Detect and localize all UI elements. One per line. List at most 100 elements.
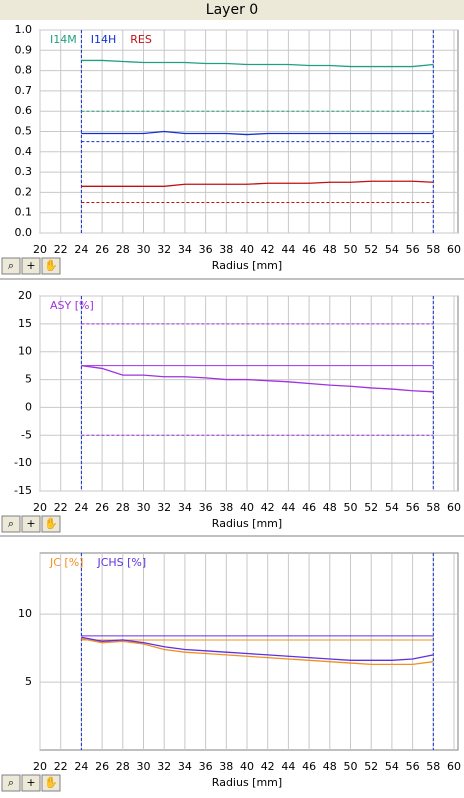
y-tick-label: 0.1 bbox=[15, 206, 33, 219]
x-tick-label: 34 bbox=[178, 760, 192, 773]
x-tick-label: 60 bbox=[447, 501, 461, 514]
x-tick-label: 46 bbox=[302, 243, 316, 256]
x-tick-label: 56 bbox=[406, 501, 420, 514]
y-tick-label: 5 bbox=[25, 675, 32, 688]
x-tick-label: 32 bbox=[157, 760, 171, 773]
x-axis-label: Radius [mm] bbox=[212, 776, 282, 789]
x-tick-label: 40 bbox=[240, 243, 254, 256]
series-line bbox=[81, 59, 434, 68]
x-tick-label: 26 bbox=[95, 243, 109, 256]
y-tick-label: 15 bbox=[18, 317, 32, 330]
x-tick-label: 34 bbox=[178, 501, 192, 514]
y-tick-label: -5 bbox=[21, 428, 32, 441]
crosshair-button[interactable] bbox=[21, 257, 41, 275]
x-tick-label: 44 bbox=[281, 760, 295, 773]
x-tick-label: 22 bbox=[54, 243, 68, 256]
series-line bbox=[81, 637, 434, 666]
y-tick-label: 10 bbox=[18, 345, 32, 358]
legend-entry: I14H bbox=[91, 33, 117, 46]
x-tick-label: 50 bbox=[344, 501, 358, 514]
x-tick-label: 42 bbox=[261, 760, 275, 773]
x-tick-label: 50 bbox=[344, 760, 358, 773]
pan-icon: ✋ bbox=[44, 517, 58, 530]
x-tick-label: 30 bbox=[137, 243, 151, 256]
zoom-icon: ⌕ bbox=[8, 776, 14, 789]
x-tick-label: 58 bbox=[426, 501, 440, 514]
x-tick-label: 58 bbox=[426, 243, 440, 256]
window-title: Layer 0 bbox=[206, 2, 258, 18]
zoom-button[interactable] bbox=[1, 515, 21, 533]
x-tick-label: 42 bbox=[261, 501, 275, 514]
x-tick-label: 28 bbox=[116, 501, 130, 514]
x-tick-label: 32 bbox=[157, 501, 171, 514]
x-tick-label: 44 bbox=[281, 501, 295, 514]
x-tick-label: 48 bbox=[323, 760, 337, 773]
x-tick-label: 24 bbox=[74, 243, 88, 256]
pan-button[interactable] bbox=[41, 515, 61, 533]
y-tick-label: 0.8 bbox=[15, 64, 33, 77]
pan-icon: ✋ bbox=[44, 776, 58, 789]
x-tick-label: 20 bbox=[33, 760, 47, 773]
y-tick-label: 0.5 bbox=[15, 125, 33, 138]
crosshair-button[interactable] bbox=[21, 515, 41, 533]
y-tick-label: 0.2 bbox=[15, 185, 33, 198]
crosshair-icon: + bbox=[26, 259, 35, 272]
x-tick-label: 36 bbox=[199, 501, 213, 514]
x-tick-label: 60 bbox=[447, 243, 461, 256]
y-tick-label: 0.9 bbox=[15, 43, 33, 56]
x-tick-label: 20 bbox=[33, 501, 47, 514]
y-tick-label: 1.0 bbox=[15, 23, 33, 36]
y-tick-label: 0.0 bbox=[15, 226, 33, 239]
crosshair-icon: + bbox=[26, 517, 35, 530]
x-tick-label: 26 bbox=[95, 501, 109, 514]
y-tick-label: 20 bbox=[18, 289, 32, 302]
x-tick-label: 38 bbox=[219, 501, 233, 514]
x-tick-label: 52 bbox=[364, 501, 378, 514]
x-tick-label: 32 bbox=[157, 243, 171, 256]
pan-button[interactable] bbox=[41, 774, 61, 792]
x-tick-label: 26 bbox=[95, 760, 109, 773]
y-tick-label: 0.4 bbox=[15, 145, 33, 158]
x-tick-label: 56 bbox=[406, 760, 420, 773]
y-tick-label: 0.7 bbox=[15, 84, 33, 97]
x-tick-label: 46 bbox=[302, 501, 316, 514]
zoom-button[interactable] bbox=[1, 774, 21, 792]
legend-entry: RES bbox=[130, 33, 152, 46]
x-tick-label: 48 bbox=[323, 243, 337, 256]
x-tick-label: 54 bbox=[385, 243, 399, 256]
legend-entry: ASY [%] bbox=[50, 299, 94, 312]
x-tick-label: 24 bbox=[74, 501, 88, 514]
x-tick-label: 36 bbox=[199, 760, 213, 773]
series-line bbox=[81, 180, 434, 187]
x-tick-label: 40 bbox=[240, 760, 254, 773]
x-tick-label: 56 bbox=[406, 243, 420, 256]
y-tick-label: 0 bbox=[25, 400, 32, 413]
x-tick-label: 54 bbox=[385, 501, 399, 514]
x-tick-label: 28 bbox=[116, 760, 130, 773]
x-tick-label: 50 bbox=[344, 243, 358, 256]
y-tick-label: -15 bbox=[14, 484, 32, 497]
x-tick-label: 42 bbox=[261, 243, 275, 256]
x-tick-label: 20 bbox=[33, 243, 47, 256]
y-tick-label: 5 bbox=[25, 373, 32, 386]
x-tick-label: 52 bbox=[364, 760, 378, 773]
crosshair-icon: + bbox=[26, 776, 35, 789]
x-tick-label: 60 bbox=[447, 760, 461, 773]
series-line bbox=[81, 636, 434, 661]
x-tick-label: 54 bbox=[385, 760, 399, 773]
legend-entry: JCHS [%] bbox=[96, 556, 146, 569]
crosshair-button[interactable] bbox=[21, 774, 41, 792]
series-line bbox=[81, 364, 434, 393]
x-tick-label: 38 bbox=[219, 760, 233, 773]
x-tick-label: 36 bbox=[199, 243, 213, 256]
pan-button[interactable] bbox=[41, 257, 61, 275]
zoom-icon: ⌕ bbox=[8, 517, 14, 530]
x-tick-label: 22 bbox=[54, 501, 68, 514]
pan-icon: ✋ bbox=[44, 259, 58, 272]
x-tick-label: 44 bbox=[281, 243, 295, 256]
zoom-button[interactable] bbox=[1, 257, 21, 275]
x-axis-label: Radius [mm] bbox=[212, 259, 282, 272]
series-line bbox=[81, 130, 434, 136]
x-tick-label: 46 bbox=[302, 760, 316, 773]
